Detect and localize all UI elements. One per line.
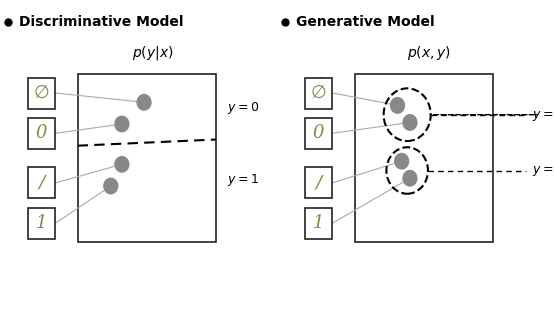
Text: $y=0$: $y=0$: [532, 107, 554, 123]
Circle shape: [115, 157, 129, 172]
Circle shape: [394, 153, 409, 169]
Text: 0: 0: [313, 124, 324, 142]
Bar: [28, 208, 55, 239]
Bar: [28, 78, 55, 108]
Bar: [355, 74, 493, 242]
Text: /: /: [38, 174, 45, 192]
Text: $\emptyset$: $\emptyset$: [33, 84, 50, 102]
Bar: [305, 167, 332, 198]
Text: $p(y|x)$: $p(y|x)$: [131, 44, 173, 62]
Circle shape: [104, 178, 118, 194]
Text: 0: 0: [36, 124, 47, 142]
Text: $y=0$: $y=0$: [227, 100, 259, 117]
Bar: [305, 118, 332, 149]
Bar: [28, 167, 55, 198]
Text: 1: 1: [36, 214, 47, 232]
Circle shape: [403, 170, 417, 186]
Text: $x$: $x$: [37, 74, 47, 87]
Text: /: /: [315, 174, 322, 192]
Bar: [78, 74, 216, 242]
Circle shape: [115, 116, 129, 132]
Text: 1: 1: [313, 214, 324, 232]
Circle shape: [403, 115, 417, 130]
Text: $\emptyset$: $\emptyset$: [310, 84, 327, 102]
Text: Discriminative Model: Discriminative Model: [19, 15, 184, 29]
Circle shape: [391, 98, 404, 113]
Text: $y=1$: $y=1$: [532, 162, 554, 179]
Text: $x$: $x$: [314, 74, 324, 87]
Text: $y=1$: $y=1$: [227, 172, 259, 188]
Text: $p(x, y)$: $p(x, y)$: [407, 44, 452, 62]
Bar: [305, 208, 332, 239]
Bar: [28, 118, 55, 149]
Text: Generative Model: Generative Model: [296, 15, 435, 29]
Bar: [305, 78, 332, 108]
Circle shape: [137, 95, 151, 110]
